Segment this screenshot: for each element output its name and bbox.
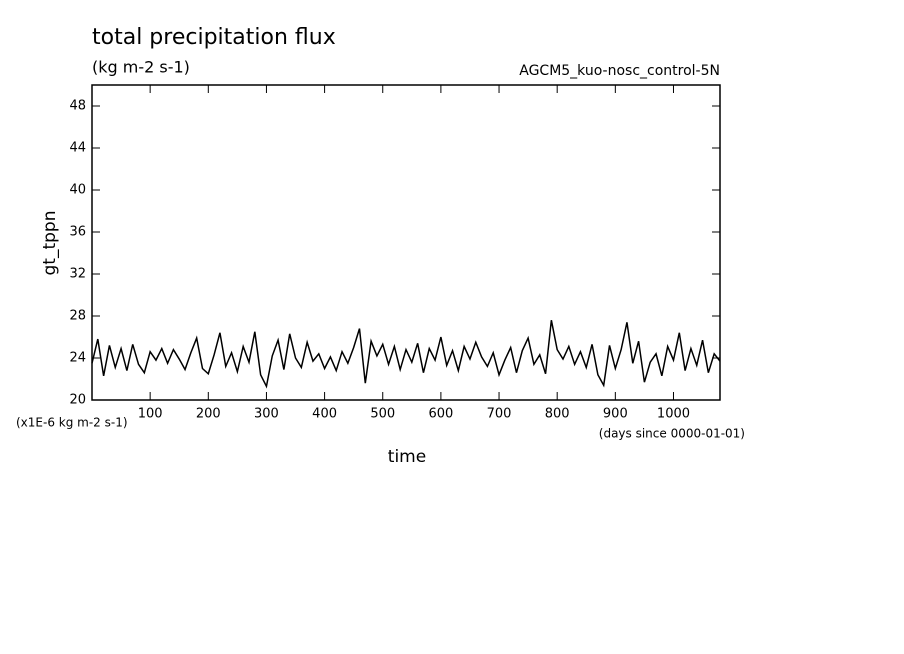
- plot-frame: [91, 84, 721, 401]
- y-tick-label: 44: [69, 141, 86, 156]
- data-line: [91, 320, 721, 389]
- y-tick-label: 40: [69, 183, 86, 198]
- x-tick-label: 800: [545, 407, 570, 422]
- x-tick-label: 1000: [657, 407, 690, 422]
- x-tick-label: 900: [603, 407, 628, 422]
- y-axis-label: gt_tppn: [40, 211, 60, 276]
- x-tick-label: 600: [428, 407, 453, 422]
- y-tick-label: 24: [69, 351, 86, 366]
- x-tick-label: 100: [138, 407, 163, 422]
- y-tick-label: 36: [69, 225, 86, 240]
- x-tick-label: 500: [370, 407, 395, 422]
- y-tick-label: 20: [69, 393, 86, 408]
- x-axis-label: time: [388, 447, 426, 467]
- x-tick-label: 300: [254, 407, 279, 422]
- subtitle: (kg m-2 s-1): [92, 58, 190, 77]
- annotation: AGCM5_kuo-nosc_control-5N: [519, 63, 720, 79]
- chart-title: total precipitation flux: [92, 25, 336, 50]
- x-tick-label: 400: [312, 407, 337, 422]
- y-tick-label: 32: [69, 267, 86, 282]
- x-tick-label: 700: [487, 407, 512, 422]
- y-tick-label: 48: [69, 99, 86, 114]
- y-tick-label: 28: [69, 309, 86, 324]
- y-units: (x1E-6 kg m-2 s-1): [16, 416, 128, 430]
- x-units: (days since 0000-01-01): [599, 427, 745, 441]
- x-tick-label: 200: [196, 407, 221, 422]
